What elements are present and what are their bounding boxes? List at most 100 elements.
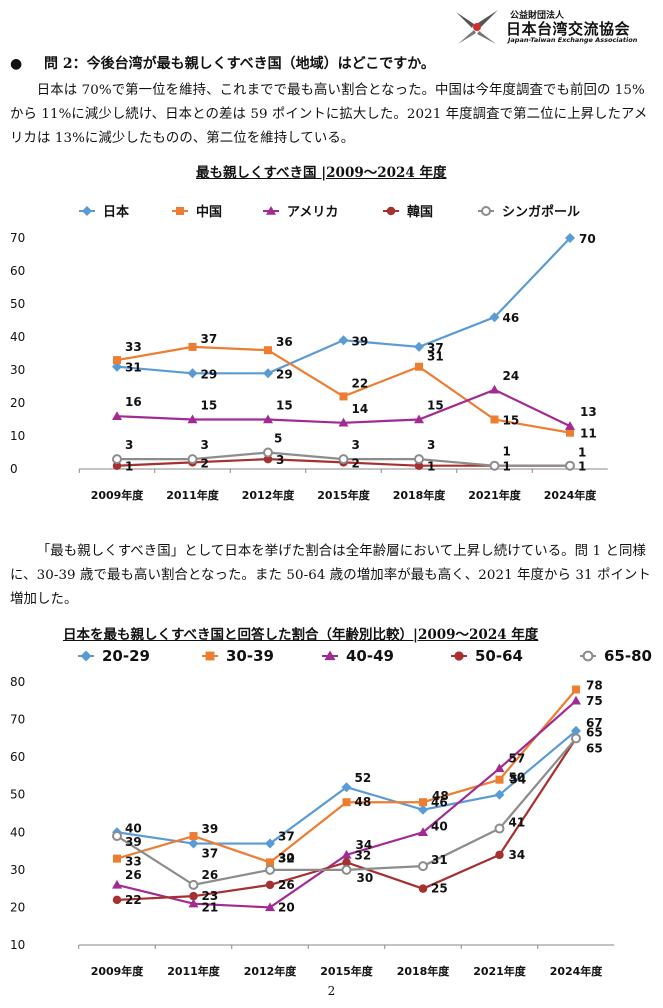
chart2-data-label: 34 xyxy=(356,838,373,852)
chart2-y-tick-label: 70 xyxy=(10,713,25,727)
chart2-data-point xyxy=(265,864,275,875)
chart2-legend-label: 50-64 xyxy=(475,647,523,665)
chart2-legend-item: 30-39 xyxy=(202,647,274,665)
chart2-title: 日本を最も親しくすべき国と回答した割合（年齢別比較）|2009～2024 年度 xyxy=(63,627,539,643)
chart1-data-point xyxy=(112,411,122,420)
chart2-legend-marker xyxy=(582,650,594,662)
chart1-data-label: 2 xyxy=(352,456,360,470)
chart2-x-tick-label: 2024年度 xyxy=(550,964,604,978)
chart2-data-point xyxy=(495,775,504,784)
chart2-data-label: 30 xyxy=(357,871,374,885)
chart2-data-point xyxy=(419,798,427,807)
chart2-data-point xyxy=(112,895,122,905)
page-number: 2 xyxy=(327,984,336,998)
chart1: 日本 中国 アメリカ 韓国 シンガポール 2009年度 2011年度 2012年度 2015年度… xyxy=(10,204,608,502)
chart1-data-label: 15 xyxy=(276,399,293,413)
chart1-data-point xyxy=(489,384,500,394)
chart2-data-point xyxy=(112,879,122,889)
chart2-data-label: 20 xyxy=(278,900,295,914)
chart2-legend-marker xyxy=(324,650,336,661)
chart1-data-point xyxy=(112,454,122,465)
chart1-legend-label: 中国 xyxy=(196,204,222,220)
chart1-legend-marker xyxy=(176,207,184,215)
chart1-data-label: 3 xyxy=(276,453,284,467)
chart2-data-label: 48 xyxy=(432,789,449,803)
chart1-y-tick-label: 10 xyxy=(10,429,25,443)
org-logo: 公益財団法人 日本台湾交流協会 Japan-Taiwan Exchange As… xyxy=(452,6,652,48)
chart1-title: 最も親しくすべき国 |2009～2024 年度 xyxy=(196,165,447,181)
chart2-data-label: 26 xyxy=(202,868,219,882)
chart1-data-label: 1 xyxy=(427,460,435,474)
chart2-data-label: 40 xyxy=(125,821,142,835)
chart2-data-label: 32 xyxy=(355,848,372,862)
chart2-y-tick-label: 80 xyxy=(10,675,25,689)
chart2-legend-item: 65-80 xyxy=(580,647,652,665)
chart1-legend-marker xyxy=(82,206,92,216)
chart1-x-tick-label: 2009年度 xyxy=(91,488,145,502)
paragraph-1: 日本は 70%で第一位を維持、これまでで最も高い割合となった。中国は今年度調査で… xyxy=(10,83,648,146)
chart2-data-point xyxy=(418,804,428,815)
chart1-x-tick-label: 2018年度 xyxy=(393,488,447,502)
chart2-data-label: 31 xyxy=(431,853,448,867)
chart2-data-label: 65 xyxy=(586,741,603,755)
chart2-data-label: 30 xyxy=(278,851,295,865)
chart2-data-label: 78 xyxy=(586,679,603,693)
chart1-y-tick-label: 0 xyxy=(10,462,18,476)
chart1-legend-item: アメリカ xyxy=(263,205,338,220)
chart2-data-label: 41 xyxy=(509,816,526,830)
chart2-data-label: 32 xyxy=(278,851,295,865)
chart1-data-label: 31 xyxy=(125,361,142,375)
chart2-x-tick-label: 2009年度 xyxy=(91,964,145,978)
chart1-data-point xyxy=(263,447,273,458)
chart2-legend-label: 20-29 xyxy=(102,647,150,665)
chart1-data-point xyxy=(188,342,197,351)
chart1-data-point xyxy=(489,460,500,471)
chart1-y-tick-label: 60 xyxy=(10,264,25,278)
chart1-x-tick-label: 2024年度 xyxy=(544,488,598,502)
chart1-data-label: 3 xyxy=(427,438,435,452)
org-name-en: Japan-Taiwan Exchange Association xyxy=(508,36,638,44)
chart1-data-label: 2 xyxy=(201,456,209,470)
chart1-legend-item: シンガポール xyxy=(478,204,580,220)
chart1-legend-item: 韓国 xyxy=(383,204,433,220)
chart1-legend-marker xyxy=(481,206,491,216)
chart2-data-label: 21 xyxy=(202,901,219,915)
chart2-data-label: 54 xyxy=(510,773,527,787)
chart1-data-label: 39 xyxy=(352,334,369,348)
chart2-legend-label: 65-80 xyxy=(604,647,652,665)
chart1-series-line xyxy=(116,237,571,375)
chart2-legend-item: 40-49 xyxy=(322,647,394,665)
chart1-data-point xyxy=(187,414,198,424)
chart2-y-tick-label: 10 xyxy=(10,938,25,952)
chart1-data-point xyxy=(112,361,122,372)
chart1-data-point xyxy=(338,335,349,346)
chart2-legend-item: 50-64 xyxy=(451,647,523,665)
chart2-data-label: 26 xyxy=(125,868,142,882)
chart2-data-point xyxy=(571,733,581,744)
chart2-data-point xyxy=(112,831,122,842)
chart1-data-label: 15 xyxy=(201,399,218,413)
crane-logo-icon xyxy=(456,10,498,44)
chart2-data-point xyxy=(418,884,428,893)
chart2-data-point xyxy=(265,880,275,890)
chart1-y-tick-label: 20 xyxy=(10,396,25,410)
chart2-x-tick-label: 2012年度 xyxy=(244,964,298,978)
chart2-data-point xyxy=(113,854,121,863)
question-heading: ● 問 2：今後台湾が最も親しくすべき国（地域）はどこですか。 xyxy=(10,53,435,73)
chart2-data-label: 40 xyxy=(431,819,448,833)
chart2-legend-marker xyxy=(454,651,464,661)
chart1-legend-item: 日本 xyxy=(79,204,129,220)
chart2-series-line xyxy=(116,688,577,864)
chart2-data-point xyxy=(418,861,428,872)
chart2-data-label: 25 xyxy=(431,882,448,896)
chart2-data-label: 75 xyxy=(586,694,603,708)
bullet-icon: ● xyxy=(10,56,23,72)
chart1-data-label: 13 xyxy=(580,405,597,419)
chart2-data-point xyxy=(189,891,198,901)
chart2-data-label: 39 xyxy=(125,835,142,849)
chart2-data-label: 67 xyxy=(586,716,603,730)
chart1-data-label: 5 xyxy=(274,432,282,446)
chart1-y-tick-label: 30 xyxy=(10,363,25,377)
chart2-x-tick-label: 2011年度 xyxy=(167,964,221,978)
chart2-legend-marker xyxy=(80,650,92,662)
